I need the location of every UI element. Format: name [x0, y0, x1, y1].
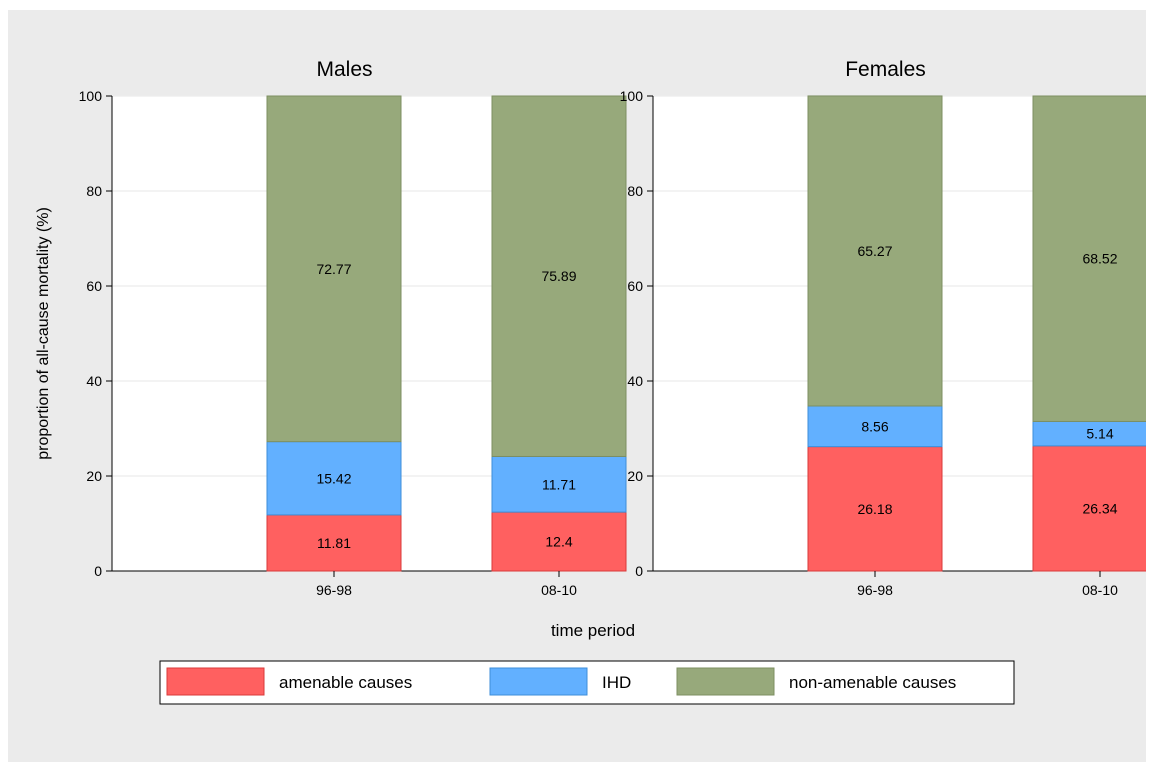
legend-label: non-amenable causes	[789, 673, 956, 692]
x-tick-label: 08-10	[1082, 582, 1118, 598]
data-label: 68.52	[1082, 251, 1117, 267]
data-label: 11.81	[317, 535, 351, 551]
x-axis-label: time period	[551, 621, 635, 640]
y-tick-label: 60	[627, 278, 643, 294]
y-tick-label: 100	[79, 88, 103, 104]
bar-segment	[1032, 95, 1146, 422]
data-label: 75.89	[541, 268, 576, 284]
data-label: 5.14	[1086, 426, 1113, 442]
x-tick-label: 96-98	[316, 582, 352, 598]
y-axis-label: proportion of all-cause mortality (%)	[35, 207, 52, 460]
y-tick-label: 40	[86, 373, 102, 389]
y-tick-label: 80	[627, 183, 643, 199]
bar-segment	[266, 95, 402, 443]
bar-segment	[807, 95, 943, 407]
x-tick-label: 08-10	[541, 582, 577, 598]
y-tick-label: 20	[86, 468, 102, 484]
data-label: 11.71	[542, 476, 576, 492]
legend-label: IHD	[602, 673, 631, 692]
y-tick-label: 80	[86, 183, 102, 199]
x-tick-label: 96-98	[857, 582, 893, 598]
y-tick-label: 60	[86, 278, 102, 294]
y-tick-label: 40	[627, 373, 643, 389]
bar-segment	[491, 455, 627, 513]
bar-segment	[807, 446, 943, 572]
panel-title: Females	[845, 58, 926, 81]
legend-label: amenable causes	[279, 673, 412, 692]
legend-swatch	[676, 667, 775, 696]
data-label: 65.27	[857, 243, 892, 259]
chart-svg: 0 20 40 60 80 100 Males 11.81 15.42 72.77 96-98 12.…	[35, 58, 1146, 705]
data-label: 26.18	[857, 501, 892, 517]
y-tick-label: 0	[94, 563, 102, 579]
bar-segment	[491, 95, 627, 457]
bar-segment	[1032, 420, 1146, 447]
y-tick-label: 20	[627, 468, 643, 484]
legend-swatch	[489, 667, 588, 696]
data-label: 15.42	[316, 470, 351, 486]
data-label: 8.56	[861, 418, 888, 434]
y-tick-label: 0	[635, 563, 643, 579]
legend-swatch	[166, 667, 265, 696]
data-label: 72.77	[316, 261, 351, 277]
bar-segment	[266, 441, 402, 516]
data-label: 12.4	[545, 534, 572, 550]
y-tick-label: 100	[620, 88, 644, 104]
panel-title: Males	[316, 58, 372, 81]
bar-segment	[1032, 445, 1146, 572]
chart-figure: 0 20 40 60 80 100 Males 11.81 15.42 72.77 96-98 12.…	[8, 10, 1146, 762]
data-label: 26.34	[1082, 500, 1117, 516]
bar-segment	[491, 511, 627, 572]
